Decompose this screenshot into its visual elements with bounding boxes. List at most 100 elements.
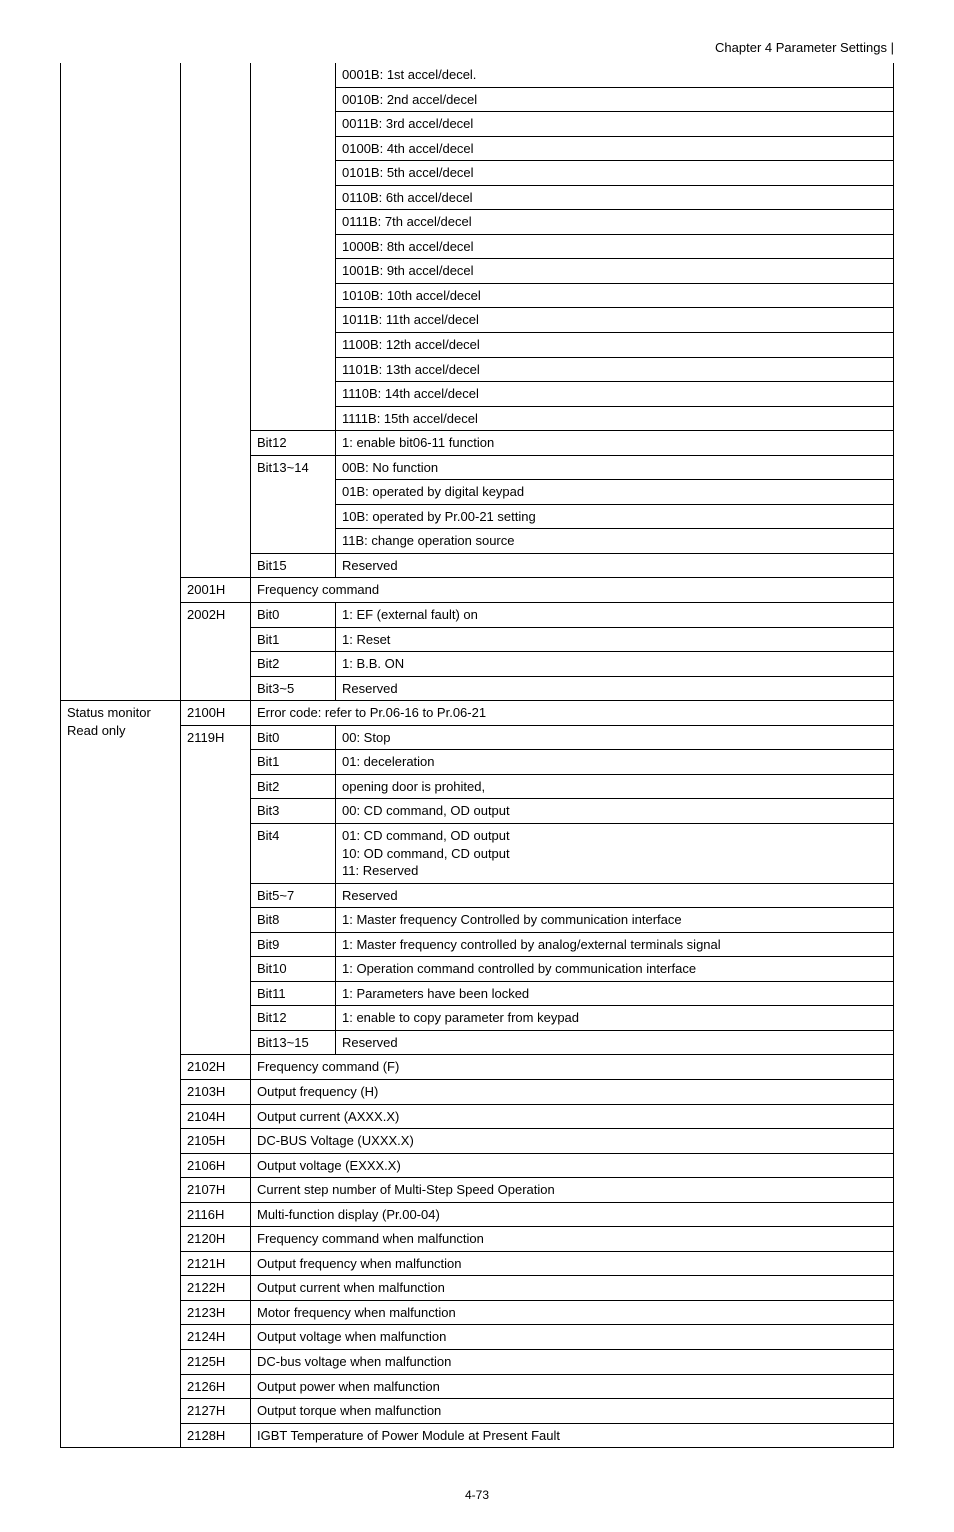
addr-cell: 2102H xyxy=(181,1055,251,1080)
addr-cell: 2105H xyxy=(181,1129,251,1154)
table-row: 0001B: 1st accel/decel. xyxy=(61,63,894,87)
desc-cell: 1: enable bit06-11 function xyxy=(336,431,894,456)
desc-cell: Reserved xyxy=(336,553,894,578)
addr-cell: 2002H xyxy=(181,603,251,701)
addr-cell: 2127H xyxy=(181,1399,251,1424)
desc-cell: 00: Stop xyxy=(336,725,894,750)
bit-cell: Bit3 xyxy=(251,799,336,824)
addr-cell: 2001H xyxy=(181,578,251,603)
desc-cell: Motor frequency when malfunction xyxy=(251,1300,894,1325)
bit-cell: Bit0 xyxy=(251,725,336,750)
bit-cell: Bit12 xyxy=(251,1006,336,1031)
bit-cell: Bit11 xyxy=(251,981,336,1006)
table-row: 2126HOutput power when malfunction xyxy=(61,1374,894,1399)
desc-cell: Output current (AXXX.X) xyxy=(251,1104,894,1129)
bit-cell: Bit15 xyxy=(251,553,336,578)
desc-cell: 1010B: 10th accel/decel xyxy=(336,283,894,308)
table-row: 2106HOutput voltage (EXXX.X) xyxy=(61,1153,894,1178)
bit-cell: Bit13~15 xyxy=(251,1030,336,1055)
desc-cell: 1101B: 13th accel/decel xyxy=(336,357,894,382)
addr-cell: 2100H xyxy=(181,701,251,726)
table-row: 2116HMulti-function display (Pr.00-04) xyxy=(61,1202,894,1227)
addr-cell: 2119H xyxy=(181,725,251,1055)
desc-cell: 1: Master frequency controlled by analog… xyxy=(336,932,894,957)
desc-cell: 0010B: 2nd accel/decel xyxy=(336,87,894,112)
table-row: 2001HFrequency command xyxy=(61,578,894,603)
desc-cell: Output frequency when malfunction xyxy=(251,1251,894,1276)
bit-cell: Bit4 xyxy=(251,823,336,883)
desc-cell: 1: Parameters have been locked xyxy=(336,981,894,1006)
page-number: 4-73 xyxy=(60,1488,894,1502)
desc-cell: Frequency command xyxy=(251,578,894,603)
section-cell: Status monitorRead only xyxy=(61,701,181,1448)
bit-cell: Bit1 xyxy=(251,750,336,775)
addr-cell: 2122H xyxy=(181,1276,251,1301)
desc-cell: 0110B: 6th accel/decel xyxy=(336,185,894,210)
addr-cell: 2120H xyxy=(181,1227,251,1252)
desc-cell: 0111B: 7th accel/decel xyxy=(336,210,894,235)
bit-cell: Bit2 xyxy=(251,652,336,677)
desc-cell: 1: EF (external fault) on xyxy=(336,603,894,628)
desc-cell: 1: Operation command controlled by commu… xyxy=(336,957,894,982)
addr-cell: 2107H xyxy=(181,1178,251,1203)
addr-cell xyxy=(181,63,251,578)
table-row: 2123HMotor frequency when malfunction xyxy=(61,1300,894,1325)
addr-cell: 2121H xyxy=(181,1251,251,1276)
bit-cell: Bit13~14 xyxy=(251,455,336,553)
parameter-table: 0001B: 1st accel/decel.0010B: 2nd accel/… xyxy=(60,63,894,1448)
bit-cell: Bit10 xyxy=(251,957,336,982)
bit-cell: Bit3~5 xyxy=(251,676,336,701)
table-row: 2104HOutput current (AXXX.X) xyxy=(61,1104,894,1129)
desc-cell: Error code: refer to Pr.06-16 to Pr.06-2… xyxy=(251,701,894,726)
desc-cell: 11B: change operation source xyxy=(336,529,894,554)
table-row: 2102HFrequency command (F) xyxy=(61,1055,894,1080)
desc-cell: Reserved xyxy=(336,1030,894,1055)
desc-cell: 10B: operated by Pr.00-21 setting xyxy=(336,504,894,529)
desc-cell: Frequency command (F) xyxy=(251,1055,894,1080)
addr-cell: 2116H xyxy=(181,1202,251,1227)
bit-cell: Bit8 xyxy=(251,908,336,933)
table-row: 2107HCurrent step number of Multi-Step S… xyxy=(61,1178,894,1203)
bit-cell: Bit5~7 xyxy=(251,883,336,908)
desc-cell: 1110B: 14th accel/decel xyxy=(336,382,894,407)
desc-cell: 01B: operated by digital keypad xyxy=(336,480,894,505)
desc-cell: Output frequency (H) xyxy=(251,1079,894,1104)
desc-cell: 1: B.B. ON xyxy=(336,652,894,677)
table-row: 2124HOutput voltage when malfunction xyxy=(61,1325,894,1350)
desc-cell: 00B: No function xyxy=(336,455,894,480)
desc-cell: 1011B: 11th accel/decel xyxy=(336,308,894,333)
desc-cell: 0001B: 1st accel/decel. xyxy=(336,63,894,87)
desc-cell: Reserved xyxy=(336,883,894,908)
addr-cell: 2126H xyxy=(181,1374,251,1399)
desc-cell: Frequency command when malfunction xyxy=(251,1227,894,1252)
addr-cell: 2104H xyxy=(181,1104,251,1129)
desc-cell: Output current when malfunction xyxy=(251,1276,894,1301)
desc-cell: 1111B: 15th accel/decel xyxy=(336,406,894,431)
table-row: 2127HOutput torque when malfunction xyxy=(61,1399,894,1424)
desc-cell: IGBT Temperature of Power Module at Pres… xyxy=(251,1423,894,1448)
desc-cell: 1: enable to copy parameter from keypad xyxy=(336,1006,894,1031)
desc-cell: 01: deceleration xyxy=(336,750,894,775)
bit-cell xyxy=(251,63,336,431)
desc-cell: 00: CD command, OD output xyxy=(336,799,894,824)
desc-cell: Current step number of Multi-Step Speed … xyxy=(251,1178,894,1203)
section-cell xyxy=(61,63,181,701)
bit-cell: Bit2 xyxy=(251,774,336,799)
table-row: 2119HBit000: Stop xyxy=(61,725,894,750)
table-row: Status monitorRead only2100HError code: … xyxy=(61,701,894,726)
desc-cell: 0101B: 5th accel/decel xyxy=(336,161,894,186)
desc-cell: 0100B: 4th accel/decel xyxy=(336,136,894,161)
table-row: 2120HFrequency command when malfunction xyxy=(61,1227,894,1252)
desc-cell: Multi-function display (Pr.00-04) xyxy=(251,1202,894,1227)
desc-cell: Output voltage when malfunction xyxy=(251,1325,894,1350)
addr-cell: 2103H xyxy=(181,1079,251,1104)
desc-cell: 1001B: 9th accel/decel xyxy=(336,259,894,284)
addr-cell: 2125H xyxy=(181,1349,251,1374)
desc-cell: Output torque when malfunction xyxy=(251,1399,894,1424)
bit-cell: Bit9 xyxy=(251,932,336,957)
table-row: 2121HOutput frequency when malfunction xyxy=(61,1251,894,1276)
bit-cell: Bit0 xyxy=(251,603,336,628)
desc-cell: 1100B: 12th accel/decel xyxy=(336,333,894,358)
addr-cell: 2124H xyxy=(181,1325,251,1350)
page-header: Chapter 4 Parameter Settings | xyxy=(60,40,894,55)
